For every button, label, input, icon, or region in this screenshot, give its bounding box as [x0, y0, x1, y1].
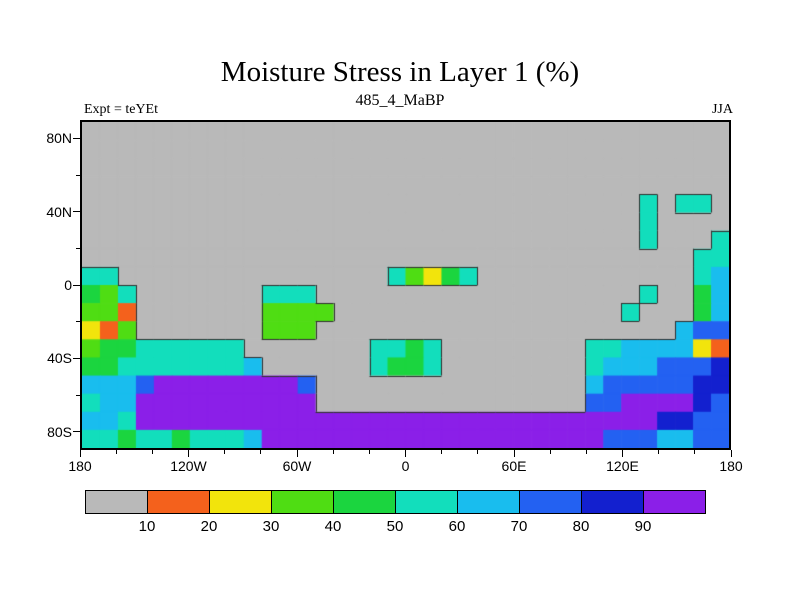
colorbar-swatch: [148, 491, 209, 513]
x-axis-label: 180: [68, 458, 92, 474]
y-axis-label: 0: [64, 277, 72, 293]
x-axis-tick: [730, 450, 732, 457]
x-axis-tick: [405, 450, 406, 457]
colorbar-label: 10: [138, 518, 156, 535]
y-axis-tick: [73, 357, 80, 359]
colorbar-swatch: [520, 491, 581, 513]
x-axis-minor-tick: [332, 450, 334, 454]
colorbar-swatch: [644, 491, 705, 513]
colorbar-swatch: [396, 491, 457, 513]
x-axis-minor-tick: [224, 450, 226, 454]
x-axis-minor-tick: [441, 450, 443, 454]
y-axis-tick: [73, 284, 80, 286]
chart-subtitle: 485_4_MaBP: [355, 92, 445, 109]
colorbar: [85, 490, 706, 514]
y-axis-tick: [73, 137, 80, 139]
y-axis-label: 40S: [47, 350, 72, 367]
colorbar-label: 80: [572, 518, 590, 535]
map-plot-area: [80, 120, 731, 450]
y-axis-label: 80N: [46, 130, 72, 147]
x-axis-minor-tick: [658, 450, 660, 454]
colorbar-label: 40: [324, 518, 342, 535]
map-canvas: [82, 122, 729, 448]
colorbar-label: 90: [634, 518, 652, 535]
colorbar-swatch: [582, 491, 643, 513]
colorbar-swatch: [86, 491, 147, 513]
colorbar-swatch: [272, 491, 333, 513]
x-axis-minor-tick: [260, 450, 262, 454]
y-axis-minor-tick: [76, 247, 80, 249]
colorbar-label: 70: [510, 518, 528, 535]
x-axis-tick: [513, 450, 515, 457]
x-axis-label: 120W: [170, 458, 207, 474]
x-axis-minor-tick: [151, 450, 153, 454]
x-axis-label: 60E: [501, 458, 527, 474]
x-axis-minor-tick: [549, 450, 551, 454]
y-axis-label: 40N: [46, 203, 72, 220]
experiment-label: Expt = teYEt: [84, 102, 158, 117]
colorbar-label: 20: [200, 518, 218, 535]
x-axis-tick: [188, 450, 189, 457]
colorbar-swatch: [334, 491, 395, 513]
x-axis-minor-tick: [694, 450, 696, 454]
x-axis-label: 0: [401, 458, 410, 474]
colorbar-label: 50: [386, 518, 404, 535]
y-axis-minor-tick: [76, 174, 80, 176]
x-axis-tick: [79, 450, 81, 457]
colorbar-swatch: [210, 491, 271, 513]
y-axis-minor-tick: [76, 321, 80, 323]
x-axis-label: 180: [719, 458, 743, 474]
y-axis-minor-tick: [76, 394, 80, 396]
season-label: JJA: [711, 102, 733, 117]
x-axis-minor-tick: [477, 450, 479, 454]
chart-title: Moisture Stress in Layer 1 (%): [220, 56, 580, 88]
x-axis-minor-tick: [585, 450, 587, 454]
y-axis-tick: [73, 431, 80, 433]
x-axis-minor-tick: [115, 450, 117, 454]
y-axis-label: 80S: [47, 423, 72, 440]
y-axis-tick: [73, 211, 80, 213]
x-axis-tick: [296, 450, 298, 457]
x-axis-minor-tick: [368, 450, 370, 454]
x-axis-label: 60W: [282, 458, 312, 474]
colorbar-label: 30: [262, 518, 280, 535]
x-axis-tick: [622, 450, 623, 457]
colorbar-label: 60: [448, 518, 466, 535]
x-axis-label: 120E: [606, 458, 639, 474]
colorbar-swatch: [458, 491, 519, 513]
